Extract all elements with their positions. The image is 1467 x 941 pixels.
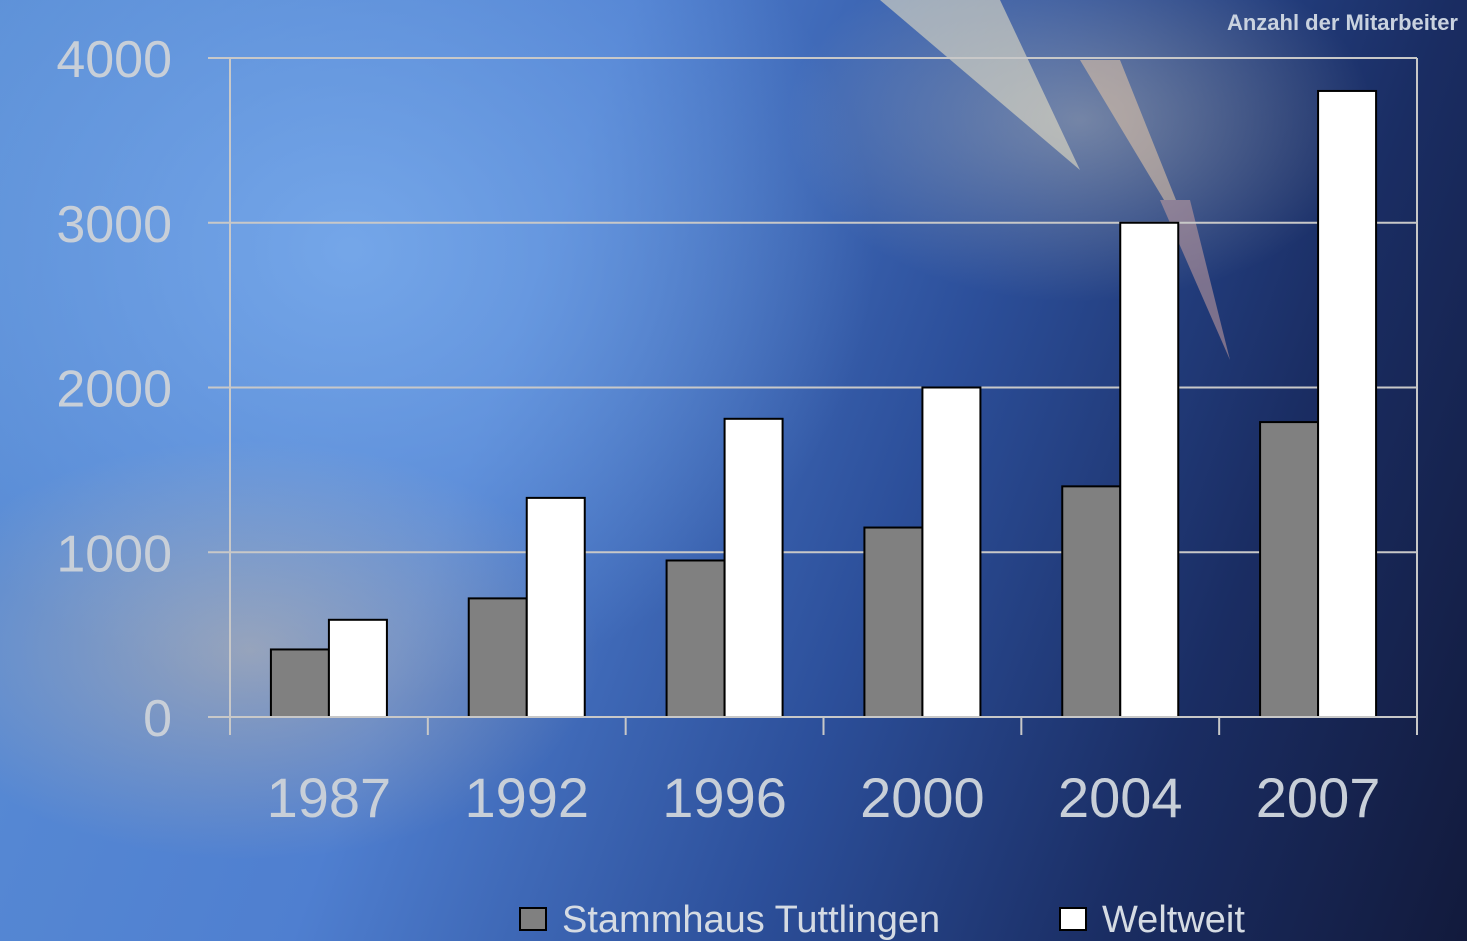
y-tick-label: 3000 [56,196,172,254]
gridlines [230,57,1417,554]
y-tick-label: 0 [143,690,172,748]
chart-title: Anzahl der Mitarbeiter [1227,10,1458,35]
bar-stammhaus-2004 [1061,485,1122,718]
bar-weltweit-1987 [327,618,388,718]
bar-stammhaus-1992 [467,597,528,719]
y-tick-label: 4000 [56,31,172,89]
bar-stammhaus-2007 [1259,421,1320,718]
legend-label-weltweit: Weltweit [1102,899,1245,941]
bar-weltweit-2000 [921,386,982,718]
bar-weltweit-2004 [1119,221,1180,718]
bar-stammhaus-2000 [863,526,924,718]
bar-weltweit-1992 [525,496,586,718]
x-axis-ticks: 1987 1992 1996 2000 2004 2007 [229,717,1418,829]
legend-label-stammhaus: Stammhaus Tuttlingen [562,899,940,941]
x-tick-label: 2004 [1058,766,1183,829]
bar-weltweit-1996 [723,417,784,718]
x-tick-label: 1992 [464,766,589,829]
x-tick-label: 2007 [1256,766,1381,829]
y-axis-ticks: 0 1000 2000 3000 4000 [56,31,230,748]
x-tick-label: 1987 [267,766,392,829]
axes [208,58,1418,718]
bars [269,89,1378,719]
x-tick-label: 2000 [860,766,985,829]
legend-swatch-weltweit [1059,907,1087,931]
bar-stammhaus-1996 [665,559,726,718]
bar-weltweit-2007 [1317,89,1378,718]
y-tick-label: 2000 [56,361,172,419]
x-tick-label: 1996 [662,766,787,829]
y-tick-label: 1000 [56,525,172,583]
legend: Stammhaus Tuttlingen Weltweit [519,899,1245,941]
legend-swatch-stammhaus [519,907,547,931]
bar-stammhaus-1987 [269,648,330,719]
